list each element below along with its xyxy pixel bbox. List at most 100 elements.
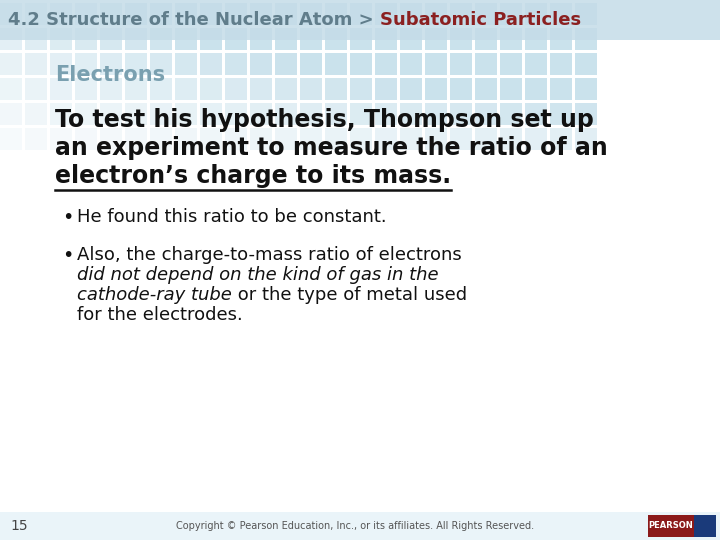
Bar bbox=[75, 78, 97, 100]
Bar bbox=[125, 53, 147, 75]
Bar bbox=[325, 53, 347, 75]
Text: Copyright © Pearson Education, Inc., or its affiliates. All Rights Reserved.: Copyright © Pearson Education, Inc., or … bbox=[176, 521, 534, 531]
Bar bbox=[25, 3, 47, 25]
Bar bbox=[250, 28, 272, 50]
Bar bbox=[0, 103, 22, 125]
Bar bbox=[425, 128, 447, 150]
Bar bbox=[550, 53, 572, 75]
Bar bbox=[275, 28, 297, 50]
Bar bbox=[150, 3, 172, 25]
Bar bbox=[175, 103, 197, 125]
Text: cathode-ray tube: cathode-ray tube bbox=[77, 286, 232, 304]
Bar bbox=[150, 28, 172, 50]
Bar bbox=[275, 128, 297, 150]
Text: PEARSON: PEARSON bbox=[649, 522, 693, 530]
Bar bbox=[350, 3, 372, 25]
Bar bbox=[175, 3, 197, 25]
Bar bbox=[125, 28, 147, 50]
Bar bbox=[375, 78, 397, 100]
Bar bbox=[400, 28, 422, 50]
Bar bbox=[25, 28, 47, 50]
Bar bbox=[525, 103, 547, 125]
Bar bbox=[250, 103, 272, 125]
Bar bbox=[50, 28, 72, 50]
Bar bbox=[575, 128, 597, 150]
Text: 4.2 Structure of the Nuclear Atom >: 4.2 Structure of the Nuclear Atom > bbox=[8, 11, 380, 29]
Bar bbox=[550, 128, 572, 150]
Bar bbox=[250, 3, 272, 25]
Bar bbox=[125, 78, 147, 100]
Text: •: • bbox=[62, 246, 73, 265]
Bar bbox=[50, 3, 72, 25]
Bar bbox=[475, 53, 497, 75]
Text: •: • bbox=[62, 208, 73, 227]
Bar bbox=[0, 78, 22, 100]
Bar bbox=[475, 103, 497, 125]
Bar bbox=[175, 28, 197, 50]
Bar bbox=[250, 53, 272, 75]
Bar bbox=[150, 53, 172, 75]
Bar bbox=[225, 3, 247, 25]
Bar bbox=[275, 3, 297, 25]
Bar bbox=[50, 128, 72, 150]
Bar bbox=[175, 128, 197, 150]
Bar bbox=[550, 103, 572, 125]
Bar bbox=[50, 53, 72, 75]
Bar bbox=[200, 28, 222, 50]
Bar bbox=[350, 53, 372, 75]
Bar bbox=[150, 128, 172, 150]
Bar bbox=[500, 128, 522, 150]
Bar bbox=[150, 103, 172, 125]
Bar bbox=[225, 128, 247, 150]
Bar bbox=[325, 78, 347, 100]
Bar bbox=[75, 3, 97, 25]
Bar bbox=[500, 3, 522, 25]
Bar bbox=[0, 512, 720, 540]
Bar bbox=[100, 53, 122, 75]
Text: did not depend on the kind of gas in the: did not depend on the kind of gas in the bbox=[77, 266, 438, 284]
Bar bbox=[325, 3, 347, 25]
Bar bbox=[350, 128, 372, 150]
Bar bbox=[75, 53, 97, 75]
Bar bbox=[125, 103, 147, 125]
Text: Also, the charge-to-mass ratio of electrons: Also, the charge-to-mass ratio of electr… bbox=[77, 246, 462, 264]
Bar bbox=[550, 3, 572, 25]
Bar bbox=[375, 3, 397, 25]
Bar bbox=[200, 128, 222, 150]
Bar bbox=[225, 78, 247, 100]
Bar bbox=[450, 3, 472, 25]
Bar bbox=[425, 103, 447, 125]
Bar bbox=[575, 3, 597, 25]
Bar bbox=[250, 78, 272, 100]
Bar bbox=[500, 28, 522, 50]
Bar bbox=[475, 78, 497, 100]
Text: an experiment to measure the ratio of an: an experiment to measure the ratio of an bbox=[55, 136, 608, 160]
Bar bbox=[575, 53, 597, 75]
Bar bbox=[425, 3, 447, 25]
Bar bbox=[500, 53, 522, 75]
Bar bbox=[575, 28, 597, 50]
Text: or the type of metal used: or the type of metal used bbox=[232, 286, 467, 304]
Bar bbox=[300, 53, 322, 75]
Text: Electrons: Electrons bbox=[55, 65, 165, 85]
Bar bbox=[50, 78, 72, 100]
Bar bbox=[525, 3, 547, 25]
Bar bbox=[475, 128, 497, 150]
Bar bbox=[450, 78, 472, 100]
Bar bbox=[100, 78, 122, 100]
Bar bbox=[550, 28, 572, 50]
Bar bbox=[300, 78, 322, 100]
Bar bbox=[325, 103, 347, 125]
Bar bbox=[0, 53, 22, 75]
Bar bbox=[648, 515, 716, 537]
Bar bbox=[350, 78, 372, 100]
Bar bbox=[0, 28, 22, 50]
Bar bbox=[275, 78, 297, 100]
Bar bbox=[400, 103, 422, 125]
Bar bbox=[425, 53, 447, 75]
Bar bbox=[375, 28, 397, 50]
Bar bbox=[100, 128, 122, 150]
Bar bbox=[425, 78, 447, 100]
Bar bbox=[400, 3, 422, 25]
Bar bbox=[75, 28, 97, 50]
